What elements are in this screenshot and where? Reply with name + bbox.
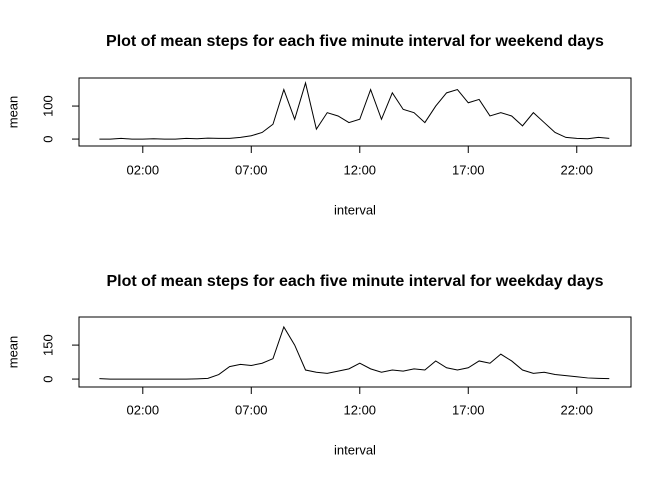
x-tick-label: 02:00 [127, 162, 160, 177]
chart-title: Plot of mean steps for each five minute … [106, 273, 603, 290]
plot-frame [78, 77, 632, 147]
y-axis-label: mean [5, 96, 20, 129]
y-axis-label: mean [5, 336, 20, 369]
x-axis-label: interval [334, 442, 376, 457]
x-tick-label: 17:00 [452, 162, 485, 177]
x-tick-label: 07:00 [235, 162, 268, 177]
x-tick-label: 12:00 [344, 402, 377, 417]
plot-frame [78, 316, 632, 388]
x-tick-label: 02:00 [127, 402, 160, 417]
chart-title: Plot of mean steps for each five minute … [106, 33, 604, 50]
y-tick-label: 150 [40, 334, 55, 356]
y-tick-label: 0 [40, 375, 55, 382]
x-tick-label: 07:00 [235, 402, 268, 417]
x-tick-label: 22:00 [560, 162, 593, 177]
x-tick-label: 17:00 [452, 402, 485, 417]
y-tick-label: 0 [40, 135, 55, 142]
data-line [99, 81, 610, 140]
x-tick-label: 22:00 [560, 402, 593, 417]
x-tick-label: 12:00 [344, 162, 377, 177]
x-axis-label: interval [334, 202, 376, 217]
y-tick-label: 100 [40, 95, 55, 117]
data-line [99, 325, 610, 380]
